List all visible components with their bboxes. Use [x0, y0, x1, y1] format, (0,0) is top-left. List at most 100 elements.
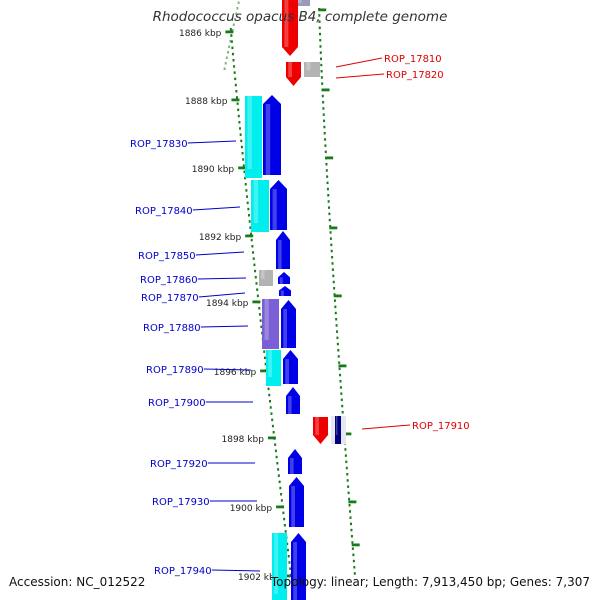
mixed-gene-core-highlight [335, 416, 338, 435]
gene-label-rop_17850[interactable]: ROP_17850 [138, 251, 196, 262]
outer-dotted-arc [225, 56, 228, 59]
minus-strand-gene[interactable] [286, 62, 301, 86]
rna-gene-shape[interactable] [245, 96, 262, 178]
scale-track-left [239, 127, 242, 130]
plus-strand-gene[interactable] [278, 272, 290, 284]
mixed-gene-core-shape[interactable] [335, 416, 341, 444]
rna-gene[interactable] [245, 96, 262, 178]
plus-strand-gene[interactable] [288, 449, 302, 474]
unknown-gene[interactable] [304, 62, 320, 77]
scale-track-right [333, 287, 336, 290]
scale-track-left [272, 431, 275, 434]
plus-strand-gene-shape[interactable] [283, 350, 298, 384]
minus-strand-gene-shape[interactable] [282, 0, 298, 56]
gene-label-rop_17820[interactable]: ROP_17820 [386, 70, 444, 81]
gene-label-rop_17920[interactable]: ROP_17920 [150, 459, 208, 470]
scale-track-left [256, 288, 259, 291]
gene-label-rop_17810[interactable]: ROP_17810 [384, 54, 442, 65]
plus-strand-gene-shape[interactable] [278, 272, 290, 284]
scale-track-right [319, 39, 322, 42]
scale-track-left [252, 257, 255, 260]
scale-track-left [258, 307, 261, 310]
plus-strand-gene[interactable] [270, 180, 287, 230]
gene-leader-line [335, 73, 385, 79]
minus-strand-gene-shape[interactable] [286, 62, 301, 86]
unknown-gene[interactable] [259, 270, 273, 286]
plus-strand-gene[interactable] [276, 231, 290, 269]
scale-track-left [254, 269, 257, 273]
plus-strand-gene[interactable] [281, 300, 296, 348]
scale-track-left [280, 499, 283, 502]
unknown-gene-shape[interactable] [304, 62, 320, 77]
scale-track-left [244, 183, 247, 186]
scale-track-left [230, 40, 233, 43]
scale-track-left [252, 251, 255, 254]
gene-label-rop_17940[interactable]: ROP_17940 [154, 566, 212, 577]
rna-gene-shape[interactable] [266, 350, 281, 386]
scale-major-tick [238, 166, 247, 170]
scale-track-right [352, 559, 355, 563]
plus-strand-gene-shape[interactable] [286, 387, 300, 414]
rna-gene[interactable] [272, 533, 287, 600]
gene-leader-line [198, 292, 246, 298]
plus-strand-gene[interactable] [279, 286, 291, 296]
scale-track-right [328, 212, 331, 216]
rna-gene-shape[interactable] [272, 533, 287, 600]
plus-strand-gene-shape[interactable] [279, 286, 291, 296]
minus-strand-gene[interactable] [313, 417, 328, 444]
scale-track-left [259, 319, 262, 322]
scale-track-left [254, 276, 257, 279]
scale-track-left [260, 325, 263, 329]
plus-strand-gene[interactable] [289, 477, 304, 527]
scale-track-left [251, 245, 254, 248]
minus-strand-gene-shape[interactable] [313, 417, 328, 444]
gene-label-rop_17880[interactable]: ROP_17880 [143, 323, 201, 334]
scale-track-right [337, 349, 340, 352]
plus-strand-gene[interactable] [291, 533, 306, 600]
partial-gene[interactable] [296, 0, 310, 6]
pseudo-gene-shape[interactable] [262, 299, 279, 349]
plus-strand-gene[interactable] [263, 95, 281, 175]
plus-strand-gene-shape[interactable] [288, 449, 302, 474]
gene-label-rop_17840[interactable]: ROP_17840 [135, 206, 193, 217]
plus-strand-gene[interactable] [286, 387, 300, 414]
gene-label-rop_17930[interactable]: ROP_17930 [152, 497, 210, 508]
scale-track-right [338, 361, 341, 364]
rna-gene[interactable] [251, 180, 269, 232]
gene-label-rop_17890[interactable]: ROP_17890 [146, 365, 204, 376]
plus-strand-gene[interactable] [283, 350, 298, 384]
scale-track-right [323, 119, 326, 123]
gene-label-rop_17830[interactable]: ROP_17830 [130, 139, 188, 150]
gene-label-rop_17860[interactable]: ROP_17860 [140, 275, 198, 286]
scale-track-right [333, 299, 336, 302]
scale-track-right [337, 355, 340, 358]
plus-strand-gene-shape[interactable] [263, 95, 281, 175]
scale-track-right [335, 324, 338, 327]
scale-track-left [237, 108, 240, 112]
gene-label-rop_17910[interactable]: ROP_17910 [412, 421, 470, 432]
gene-label-rop_17900[interactable]: ROP_17900 [148, 398, 206, 409]
scale-track-left [277, 474, 280, 477]
unknown-gene-shape[interactable] [259, 270, 273, 286]
plus-strand-gene-shape[interactable] [291, 533, 306, 600]
gene-leader-line [192, 206, 241, 211]
gene-label-rop_17870[interactable]: ROP_17870 [141, 293, 199, 304]
minus-strand-gene[interactable] [282, 0, 298, 56]
scale-track-right [350, 528, 353, 532]
scale-track-right [335, 318, 338, 321]
scale-track-right [331, 262, 334, 265]
rna-gene-shape[interactable] [251, 180, 269, 232]
plus-strand-gene-shape[interactable] [270, 180, 287, 230]
scale-track-left [271, 424, 274, 428]
scale-track-right [320, 57, 323, 61]
mixed-gene-core[interactable] [335, 416, 341, 444]
pseudo-gene[interactable] [262, 299, 279, 349]
partial-gene-shape[interactable] [296, 0, 310, 6]
rna-gene[interactable] [266, 350, 281, 386]
plus-strand-gene-shape[interactable] [289, 477, 304, 527]
scale-track-left [234, 83, 237, 87]
scale-track-right [331, 256, 334, 259]
plus-strand-gene-shape[interactable] [276, 231, 290, 269]
plus-strand-gene-shape[interactable] [281, 300, 296, 348]
